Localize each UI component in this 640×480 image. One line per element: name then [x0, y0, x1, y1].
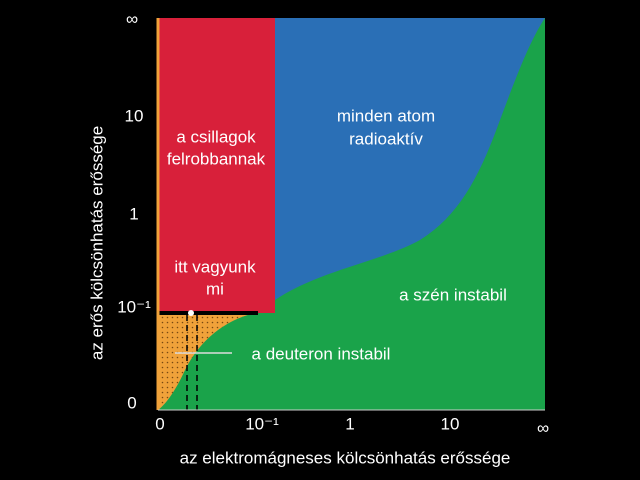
x-tick-label: 10⁻¹ — [245, 414, 279, 433]
region-label: itt vagyunk — [174, 257, 256, 276]
x-axis-label: az elektromágneses kölcsönhatás erőssége — [180, 448, 511, 467]
x-tick-label: 0 — [155, 414, 164, 433]
x-tick-label: 1 — [345, 414, 354, 433]
orange-region — [158, 313, 255, 410]
x-tick-label: 10 — [441, 414, 460, 433]
y-tick-label: 1 — [129, 204, 138, 223]
x-tick-label: ∞ — [537, 418, 549, 437]
region-label: a deuteron instabil — [252, 344, 391, 363]
region-label: minden atom — [337, 106, 435, 125]
region-label: mi — [206, 279, 224, 298]
blue-region — [275, 18, 545, 300]
region-label: a csillagok — [176, 127, 256, 146]
region-label: radioaktív — [349, 129, 423, 148]
region-label: a szén instabil — [399, 285, 507, 304]
red-region — [158, 18, 275, 313]
y-tick-label: 0 — [127, 393, 136, 412]
y-tick-label: 10 — [125, 106, 144, 125]
y-tick-label: 10⁻¹ — [117, 297, 151, 316]
we-are-here-dot — [188, 310, 194, 316]
y-axis-label: az erős kölcsönhatás erőssége — [87, 126, 106, 360]
region-label: felrobbannak — [167, 149, 266, 168]
y-tick-label: ∞ — [126, 9, 138, 28]
